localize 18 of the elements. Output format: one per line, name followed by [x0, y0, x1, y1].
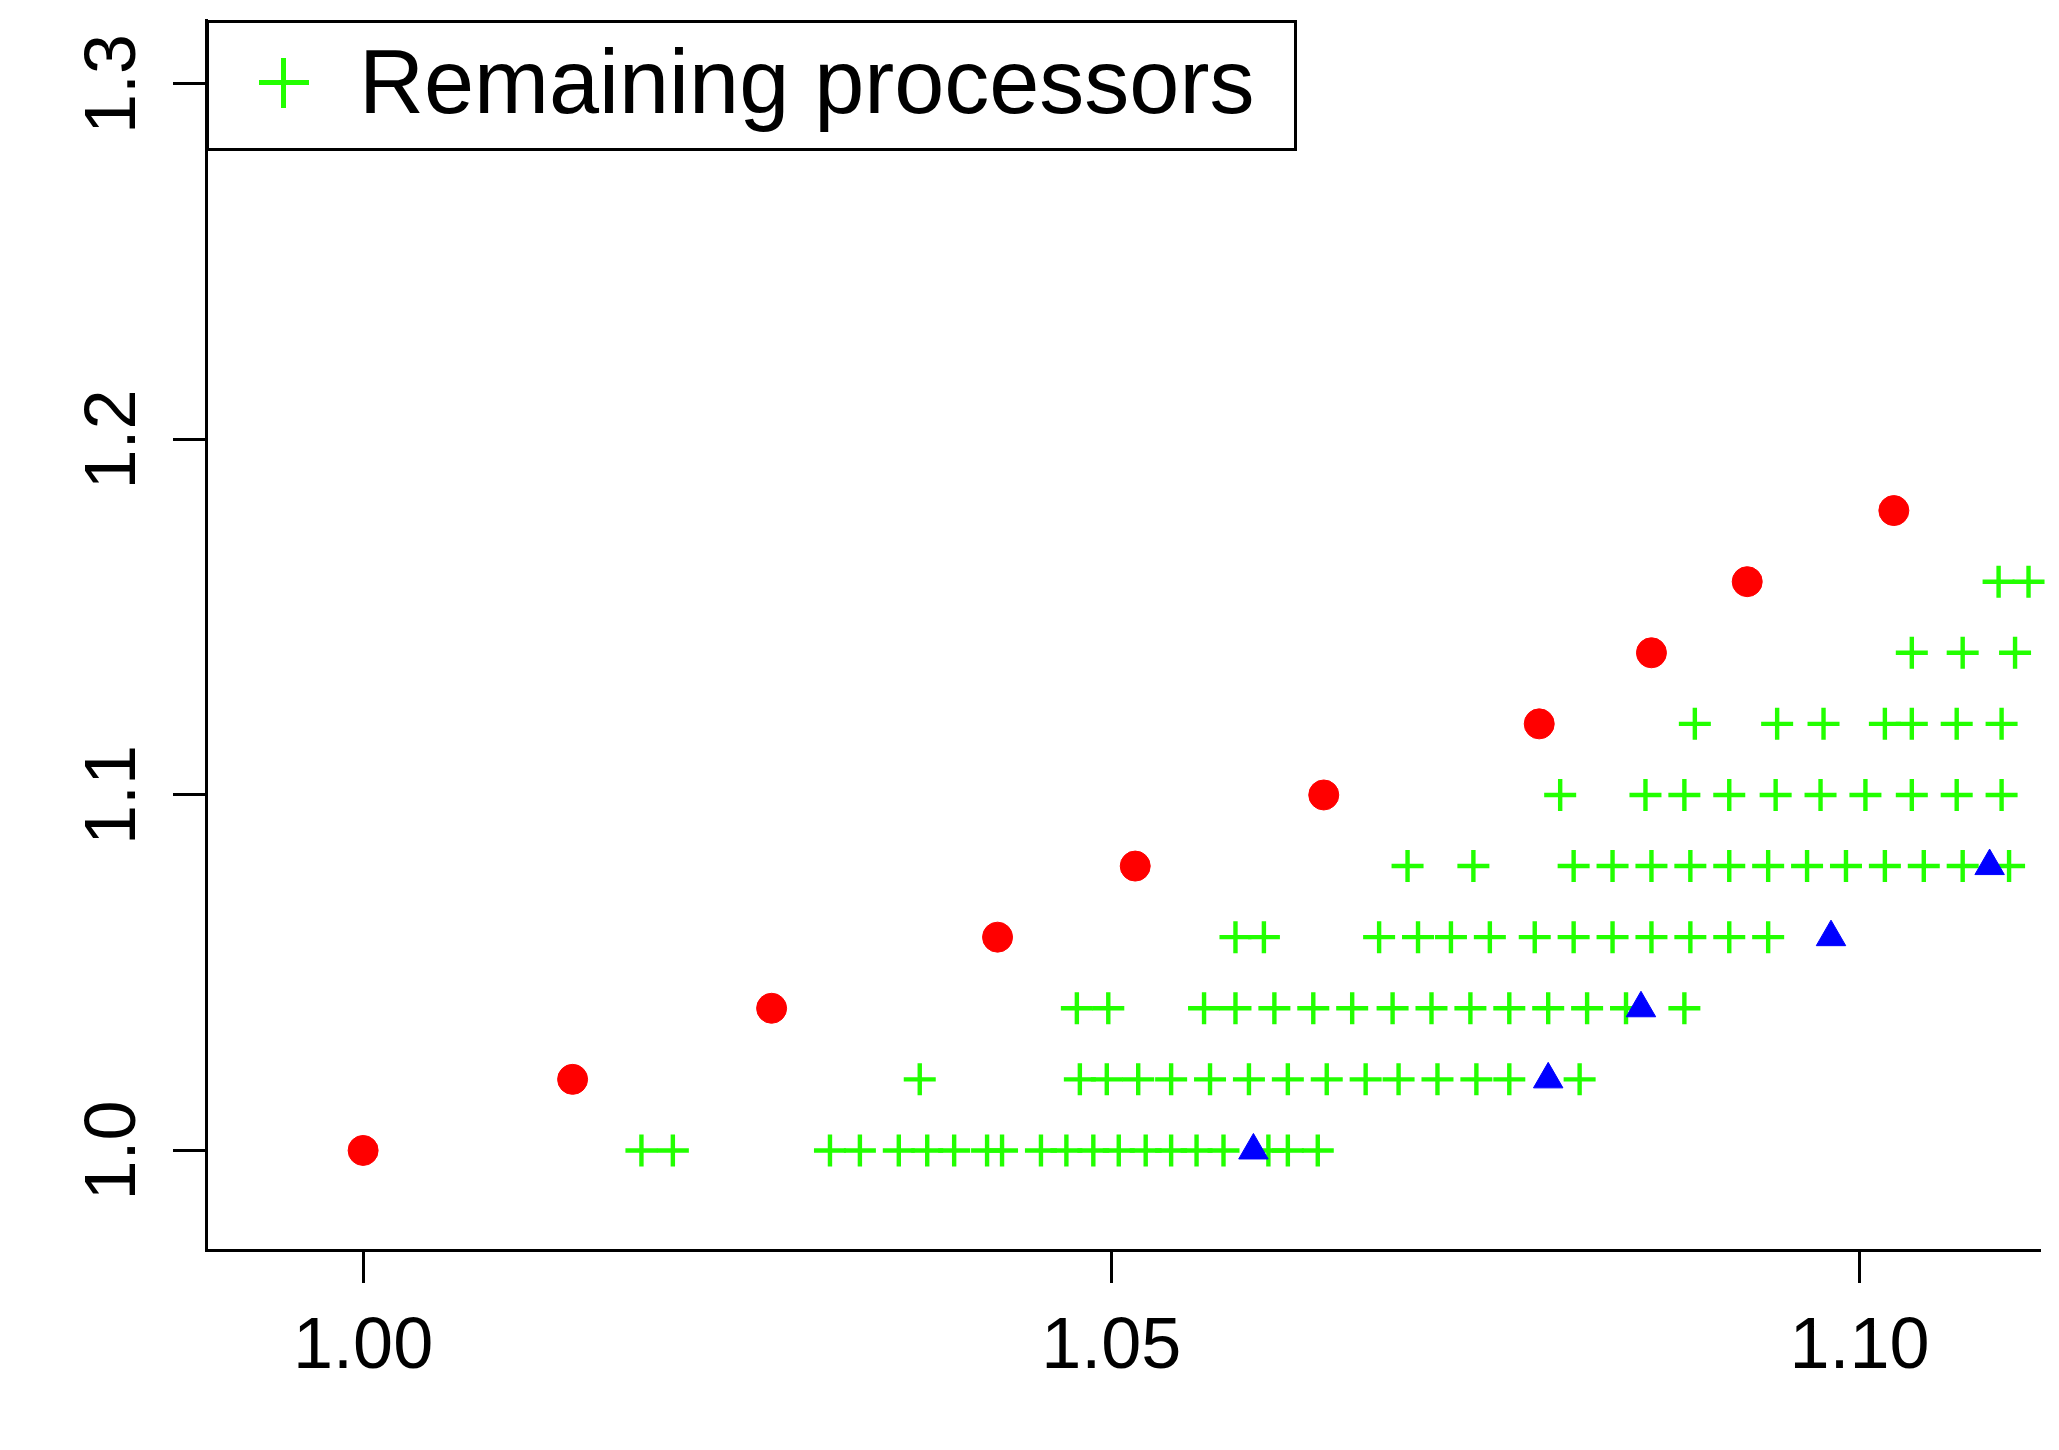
x-tick-label: 1.00 — [293, 1303, 434, 1384]
point — [982, 921, 1014, 953]
y-tick-label: 1.0 — [69, 1100, 150, 1201]
point — [756, 992, 788, 1024]
y-tick-label: 1.1 — [69, 744, 150, 846]
point — [1308, 779, 1340, 811]
point — [557, 1063, 589, 1095]
point — [1523, 708, 1555, 740]
x-tick-label: 1.05 — [1041, 1303, 1182, 1384]
point — [347, 1134, 379, 1166]
x-tick-label: 1.10 — [1789, 1303, 1930, 1384]
point — [1119, 850, 1151, 882]
point — [1635, 637, 1667, 669]
point — [1731, 566, 1763, 598]
y-tick-label: 1.2 — [69, 389, 150, 490]
y-tick-label: 1.3 — [69, 33, 150, 135]
legend-label: Remaining processors — [359, 31, 1255, 134]
point — [1878, 495, 1910, 527]
